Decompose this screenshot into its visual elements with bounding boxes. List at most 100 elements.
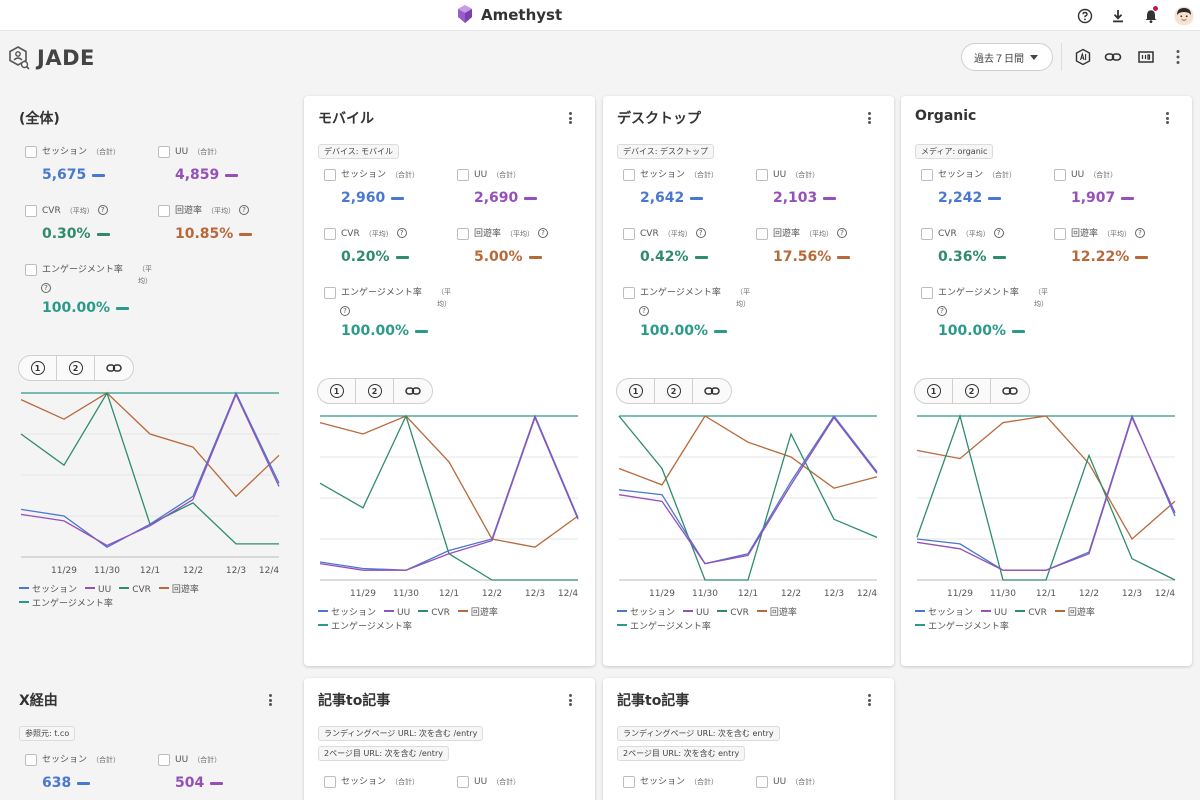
legend-item-session[interactable]: セッション bbox=[318, 606, 376, 620]
brand[interactable]: Amethyst bbox=[454, 4, 562, 26]
legend-item-session[interactable]: セッション bbox=[617, 606, 675, 620]
help-icon[interactable]: ? bbox=[695, 228, 706, 238]
legend-item-bounce[interactable]: 回遊率 bbox=[158, 583, 199, 597]
help-icon[interactable]: ? bbox=[837, 228, 848, 238]
date-range-select[interactable]: 過去７日間 bbox=[961, 43, 1053, 71]
metric-engagement-checkbox[interactable] bbox=[25, 264, 37, 276]
legend-item-cvr[interactable]: CVR bbox=[418, 606, 450, 620]
legend-item-engagement[interactable]: エンゲージメント率 bbox=[915, 620, 1009, 634]
metric-bounce-checkbox[interactable] bbox=[158, 205, 170, 217]
mode-1-button[interactable]: 1 bbox=[915, 379, 953, 403]
metric-bounce-value: 5.00% bbox=[474, 249, 523, 265]
more-vert-icon[interactable] bbox=[1166, 45, 1190, 69]
help-icon[interactable]: ? bbox=[937, 306, 947, 316]
metric-session-checkbox[interactable] bbox=[324, 169, 336, 181]
metric-uu-checkbox[interactable] bbox=[756, 776, 768, 788]
metric-aggregation: （合計） bbox=[193, 756, 222, 764]
metric-session-checkbox[interactable] bbox=[623, 169, 635, 181]
help-icon[interactable]: ? bbox=[97, 205, 108, 215]
user-avatar[interactable] bbox=[1167, 0, 1200, 31]
link-icon[interactable] bbox=[1101, 45, 1125, 69]
help-icon[interactable]: ? bbox=[239, 205, 250, 215]
chart-link-button[interactable] bbox=[693, 379, 731, 403]
metric-session-label: セッション （合計） bbox=[341, 775, 419, 789]
more-vert-icon[interactable] bbox=[862, 110, 876, 126]
legend-item-engagement[interactable]: エンゲージメント率 bbox=[617, 620, 711, 634]
help-icon[interactable]: ? bbox=[340, 306, 350, 316]
metric-uu-checkbox[interactable] bbox=[756, 169, 768, 181]
metric-session-checkbox[interactable] bbox=[324, 776, 336, 788]
metric-cvr-checkbox[interactable] bbox=[25, 205, 37, 217]
metric-session-checkbox[interactable] bbox=[25, 146, 37, 158]
metric-bounce-value: 12.22% bbox=[1071, 249, 1130, 265]
metric-cvr-checkbox[interactable] bbox=[324, 228, 336, 240]
legend-item-engagement[interactable]: エンゲージメント率 bbox=[318, 620, 412, 634]
download-icon[interactable] bbox=[1101, 0, 1134, 31]
metric-engagement-checkbox[interactable] bbox=[921, 287, 933, 299]
metric-uu-checkbox[interactable] bbox=[457, 169, 469, 181]
legend-item-uu[interactable]: UU bbox=[683, 606, 709, 620]
legend-item-uu[interactable]: UU bbox=[384, 606, 410, 620]
help-icon[interactable]: ? bbox=[639, 306, 649, 316]
mode-1-button[interactable]: 1 bbox=[318, 379, 356, 403]
chart-link-button[interactable] bbox=[991, 379, 1029, 403]
metric-uu-checkbox[interactable] bbox=[1054, 169, 1066, 181]
more-vert-icon[interactable] bbox=[563, 692, 577, 708]
ai-hexagon-icon[interactable] bbox=[1071, 45, 1095, 69]
metric-uu-checkbox[interactable] bbox=[457, 776, 469, 788]
more-vert-icon[interactable] bbox=[1160, 110, 1174, 126]
mode-1-button[interactable]: 1 bbox=[19, 356, 57, 380]
circled-number-icon: 1 bbox=[628, 384, 643, 398]
help-icon[interactable]: ? bbox=[396, 228, 407, 238]
metric-uu-checkbox[interactable] bbox=[158, 146, 170, 158]
help-icon[interactable] bbox=[1068, 0, 1101, 31]
legend-label: 回遊率 bbox=[769, 608, 797, 618]
x-tick-label: 11/30 bbox=[990, 589, 1016, 599]
metric-engagement-checkbox[interactable] bbox=[623, 287, 635, 299]
mode-2-button[interactable]: 2 bbox=[655, 379, 693, 403]
legend-item-bounce[interactable]: 回遊率 bbox=[457, 606, 498, 620]
metric-bounce-checkbox[interactable] bbox=[457, 228, 469, 240]
legend-item-engagement[interactable]: エンゲージメント率 bbox=[19, 597, 113, 611]
data-table-icon[interactable] bbox=[1134, 45, 1158, 69]
metric-uu: UU （合計） 2,103 bbox=[756, 168, 881, 206]
legend-item-uu[interactable]: UU bbox=[85, 583, 111, 597]
legend-item-cvr[interactable]: CVR bbox=[717, 606, 749, 620]
help-icon[interactable]: ? bbox=[993, 228, 1004, 238]
mode-2-button[interactable]: 2 bbox=[953, 379, 991, 403]
more-vert-icon[interactable] bbox=[263, 692, 277, 708]
more-vert-icon[interactable] bbox=[563, 110, 577, 126]
metric-uu-checkbox[interactable] bbox=[158, 754, 170, 766]
metric-engagement-checkbox[interactable] bbox=[324, 287, 336, 299]
help-icon[interactable]: ? bbox=[538, 228, 549, 238]
help-icon[interactable]: ? bbox=[41, 283, 51, 293]
legend-item-bounce[interactable]: 回遊率 bbox=[1054, 606, 1095, 620]
report-card-5: 記事to記事 ランディングページ URL: 次を含む /entry 2ページ目 UR… bbox=[304, 678, 595, 800]
metric-session-checkbox[interactable] bbox=[25, 754, 37, 766]
metric-bounce-checkbox[interactable] bbox=[756, 228, 768, 240]
notification-bell-icon[interactable] bbox=[1134, 0, 1167, 31]
mode-2-button[interactable]: 2 bbox=[57, 356, 95, 380]
more-vert-icon[interactable] bbox=[862, 692, 876, 708]
legend-item-session[interactable]: セッション bbox=[19, 583, 77, 597]
legend-item-session[interactable]: セッション bbox=[915, 606, 973, 620]
legend-item-cvr[interactable]: CVR bbox=[1015, 606, 1047, 620]
help-row: ? bbox=[25, 280, 150, 294]
help-icon[interactable]: ? bbox=[1135, 228, 1146, 238]
metric-bounce-checkbox[interactable] bbox=[1054, 228, 1066, 240]
chart-link-button[interactable] bbox=[394, 379, 432, 403]
metric-cvr-checkbox[interactable] bbox=[921, 228, 933, 240]
mode-1-button[interactable]: 1 bbox=[617, 379, 655, 403]
metric-uu-swatch bbox=[225, 173, 239, 177]
metric-cvr-checkbox[interactable] bbox=[623, 228, 635, 240]
chevron-down-icon bbox=[1030, 55, 1038, 60]
chart-link-button[interactable] bbox=[95, 356, 133, 380]
metric-session-checkbox[interactable] bbox=[623, 776, 635, 788]
x-tick-label: 12/1 bbox=[439, 589, 459, 599]
metric-session-checkbox[interactable] bbox=[921, 169, 933, 181]
legend-item-bounce[interactable]: 回遊率 bbox=[756, 606, 797, 620]
mode-2-button[interactable]: 2 bbox=[356, 379, 394, 403]
legend-item-cvr[interactable]: CVR bbox=[119, 583, 151, 597]
legend-item-uu[interactable]: UU bbox=[981, 606, 1007, 620]
